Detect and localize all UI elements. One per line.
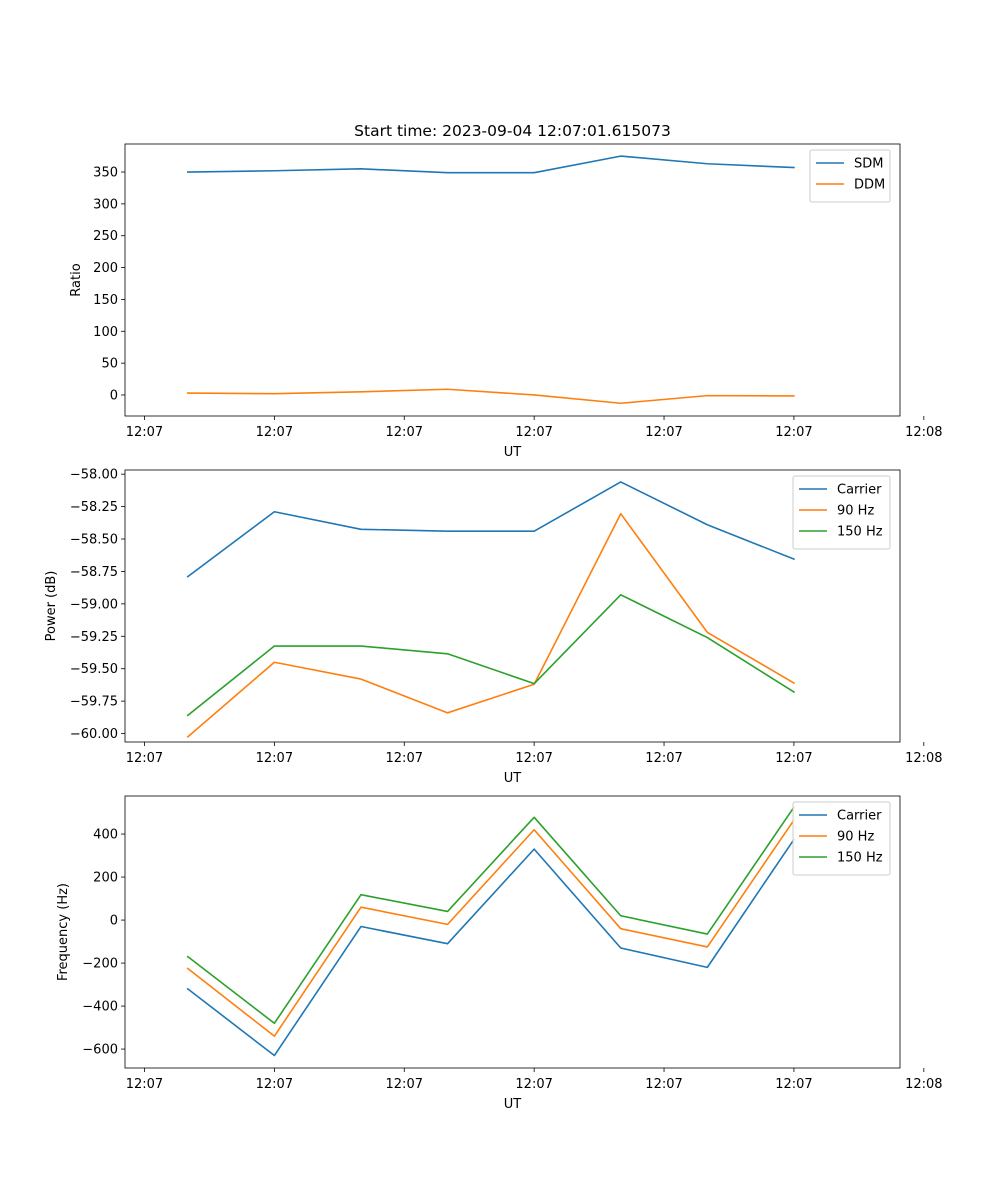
x-tick-label: 12:08: [905, 425, 942, 440]
plot-frame: [124, 795, 901, 1069]
y-tick-label: −59.75: [70, 695, 118, 710]
series-line-150-hz: [186, 806, 796, 1025]
y-tick-label: −400: [82, 1000, 118, 1015]
chart-title: Start time: 2023-09-04 12:07:01.615073: [354, 122, 671, 140]
y-axis-label: Power (dB): [44, 571, 59, 642]
series-line-carrier: [186, 481, 795, 578]
series-group: [186, 155, 795, 405]
y-tick-label: −60.00: [70, 727, 118, 742]
x-tick-label: 12:07: [775, 425, 812, 440]
y-tick-label: 200: [93, 871, 118, 886]
x-tick-label: 12:07: [645, 751, 682, 766]
x-tick-label: 12:07: [256, 751, 293, 766]
x-tick-label: 12:07: [126, 751, 163, 766]
x-tick-label: 12:07: [126, 1077, 163, 1092]
y-tick-label: −600: [82, 1043, 118, 1058]
plot-frame: [124, 469, 901, 743]
x-tick-label: 12:07: [386, 425, 423, 440]
x-tick-label: 12:07: [515, 751, 552, 766]
x-tick-label: 12:07: [256, 425, 293, 440]
x-tick-label: 12:07: [126, 425, 163, 440]
y-tick-label: −58.50: [70, 533, 118, 548]
y-axis-label: Ratio: [69, 263, 84, 296]
x-tick-label: 12:07: [645, 425, 682, 440]
series-line-90-hz: [186, 818, 796, 1037]
x-tick-label: 12:07: [645, 1077, 682, 1092]
x-tick-label: 12:07: [775, 1077, 812, 1092]
series-line-carrier: [186, 838, 796, 1057]
y-tick-label: 0: [110, 388, 118, 403]
legend-label: Carrier: [837, 483, 882, 498]
chart-panel-2: 12:07 12:07 12:07 12:07 12:07 12:07 12:08 −60.0…: [44, 468, 943, 786]
x-tick-label: 12:07: [515, 425, 552, 440]
y-tick-label: −59.25: [70, 630, 118, 645]
series-line-ddm: [186, 388, 795, 405]
x-tick-label: 12:08: [905, 751, 942, 766]
y-axis-label: Frequency (Hz): [56, 883, 71, 981]
y-tick-label: 0: [110, 914, 118, 929]
y-tick-label: −59.00: [70, 597, 118, 612]
series-line-90-hz: [186, 512, 796, 738]
chart-panel-3: 12:07 12:07 12:07 12:07 12:07 12:07 12:08 −600 −…: [56, 795, 943, 1112]
y-tick-label: 250: [93, 229, 118, 244]
chart-panels: 12:07 12:07 12:07 12:07 12:07 12:07 12:08 0 50 10…: [44, 143, 943, 1112]
x-axis-label: UT: [504, 1097, 522, 1112]
x-tick-label: 12:07: [256, 1077, 293, 1092]
series-group: [186, 806, 796, 1057]
x-tick-label: 12:07: [775, 751, 812, 766]
series-line-150-hz: [186, 593, 796, 717]
y-tick-label: −58.00: [70, 468, 118, 483]
y-tick-label: −200: [82, 957, 118, 972]
series-group: [186, 481, 796, 738]
y-tick-label: −59.50: [70, 662, 118, 677]
x-tick-label: 12:07: [515, 1077, 552, 1092]
y-tick-label: 200: [93, 261, 118, 276]
x-tick-label: 12:07: [386, 751, 423, 766]
plot-frame: [124, 143, 901, 417]
legend-label: 150 Hz: [837, 851, 883, 866]
x-axis-label: UT: [504, 771, 522, 786]
y-tick-label: 50: [101, 357, 118, 372]
x-tick-label: 12:07: [386, 1077, 423, 1092]
legend-label: DDM: [854, 178, 885, 193]
legend: Carrier 90 Hz 150 Hz: [792, 801, 891, 876]
legend: SDM DDM: [809, 149, 891, 203]
legend-label: 90 Hz: [837, 830, 874, 845]
x-tick-label: 12:08: [905, 1077, 942, 1092]
y-tick-label: 350: [93, 166, 118, 181]
y-tick-label: 150: [93, 293, 118, 308]
y-tick-label: 300: [93, 197, 118, 212]
y-tick-label: −58.25: [70, 500, 118, 515]
y-tick-label: 400: [93, 828, 118, 843]
legend-label: 90 Hz: [837, 504, 874, 519]
y-tick-label: −58.75: [70, 565, 118, 580]
chart-panel-1: 12:07 12:07 12:07 12:07 12:07 12:07 12:08 0 50 10…: [69, 143, 943, 460]
legend: Carrier 90 Hz 150 Hz: [792, 475, 891, 550]
legend-label: Carrier: [837, 809, 882, 824]
y-tick-label: 100: [93, 325, 118, 340]
legend-label: 150 Hz: [837, 525, 883, 540]
series-line-sdm: [186, 155, 795, 174]
x-axis-label: UT: [504, 445, 522, 460]
legend-label: SDM: [854, 157, 883, 172]
